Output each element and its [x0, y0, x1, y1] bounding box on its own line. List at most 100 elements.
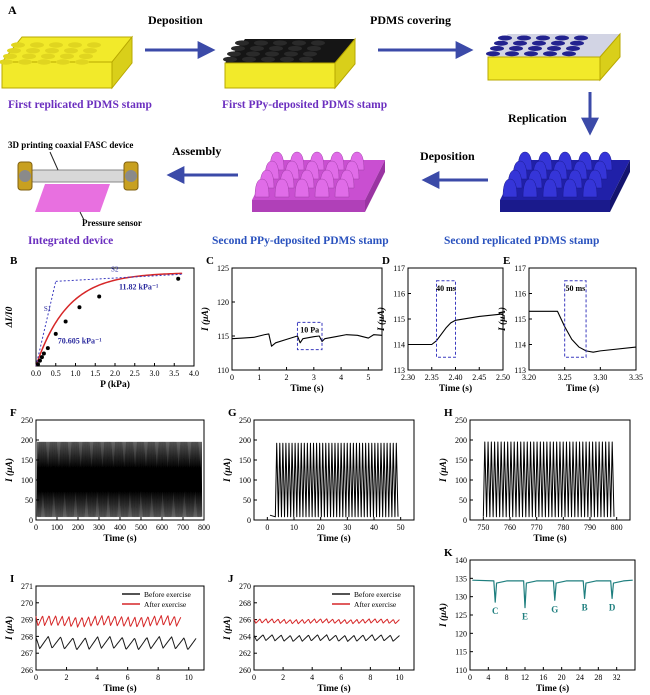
y-tick-label: 135 — [455, 574, 467, 583]
sensitivity-low-label: 11.82 kPa⁻¹ — [119, 282, 159, 291]
panel-c: C 0 1 2 3 4 5 110 115 120 125 Time (s) I (μA) 10 Pa — [200, 255, 383, 394]
first-replicated-stamp-illustration — [0, 35, 134, 90]
x-tick-label: 32 — [613, 673, 621, 682]
y-tick-label: 100 — [21, 476, 33, 485]
y-tick-label: 270 — [239, 582, 251, 591]
x-axis-label: Time (s) — [533, 533, 566, 544]
x-tick-label: 2 — [281, 673, 285, 682]
data-point — [37, 358, 42, 363]
s2-label: S2 — [111, 266, 119, 274]
panel-b: B 0.0 0.5 1.0 1.5 2.0 2.5 3.0 3.5 4.0 P (kPa) ΔI/I0… — [5, 255, 199, 390]
dimple — [3, 53, 17, 60]
y-axis-label: ΔI/I0 — [5, 306, 15, 328]
y-tick-label: 125 — [455, 611, 467, 620]
y-axis-label: I (μA) — [222, 458, 233, 483]
dimple — [30, 42, 44, 48]
dimple — [22, 53, 36, 60]
x-tick-label: 0 — [230, 373, 234, 382]
x-tick-label: 50 — [397, 523, 405, 532]
y-tick-label: 115 — [514, 315, 526, 324]
dimple — [37, 59, 51, 65]
y-tick-label: 262 — [239, 649, 251, 658]
y-tick-label: 140 — [455, 556, 467, 565]
dimple — [284, 51, 298, 57]
dimple — [56, 59, 70, 65]
tangent-s1 — [35, 281, 57, 367]
panel-letter-i: I — [10, 573, 14, 585]
dimple — [543, 51, 557, 57]
x-axis-label: Time (s) — [103, 533, 136, 544]
bump — [522, 178, 538, 198]
dimple — [292, 40, 306, 46]
plot-frame — [469, 419, 631, 521]
y-tick-label: 117 — [514, 264, 526, 273]
step-pdms-covering: PDMS covering — [370, 13, 451, 27]
label-second-replicated: Second replicated PDMS stamp — [444, 235, 599, 247]
second-replicated-stamp-illustration — [500, 151, 630, 212]
plot-frame — [231, 267, 383, 371]
x-tick-label: 600 — [156, 523, 168, 532]
label-fasc-device: 3D printing coaxial FASC device — [8, 140, 133, 150]
dimple — [26, 47, 40, 54]
dimple — [494, 40, 508, 46]
y-axis-label: I (μA) — [200, 307, 211, 332]
dimple — [87, 42, 101, 48]
step-deposition-1: Deposition — [148, 13, 203, 27]
y-axis-label: I (μA) — [222, 616, 233, 641]
label-pressure-sensor: Pressure sensor — [82, 218, 142, 228]
y-tick-label: 250 — [455, 416, 467, 425]
dimple — [299, 56, 313, 62]
x-tick-label: 8 — [505, 673, 509, 682]
annotation-label: 50 ms — [565, 284, 585, 293]
panel-g: G 0 10 20 30 40 50 0 50 100 150 200 250 Time (s) I (μA… — [222, 407, 415, 544]
data-point — [45, 346, 50, 351]
x-tick-label: 3.0 — [150, 369, 160, 378]
panel-a: A First replicated PDMS stamp Deposition… — [0, 3, 630, 247]
bump — [294, 178, 310, 198]
y-tick-label: 130 — [455, 593, 467, 602]
dimple — [231, 45, 245, 52]
y-tick-label: 268 — [21, 632, 33, 641]
dimple — [18, 59, 32, 65]
integrated-device-illustration — [17, 151, 139, 221]
y-tick-label: 250 — [21, 416, 33, 425]
cycling-trace — [269, 442, 399, 518]
panel-letter-b: B — [10, 255, 18, 267]
x-tick-label: 750 — [477, 523, 489, 532]
dimple — [551, 40, 565, 46]
y-tick-label: 0 — [29, 516, 33, 525]
x-tick-label: 780 — [557, 523, 569, 532]
panel-k: K 0 4 8 12 16 20 24 28 32 110 115 120 125 130 135 140 Tim… — [438, 547, 636, 694]
panel-letter-h: H — [444, 407, 453, 419]
x-tick-label: 3.20 — [522, 373, 536, 382]
x-tick-label: 3.5 — [169, 369, 179, 378]
x-tick-label: 800 — [611, 523, 623, 532]
dimple — [7, 47, 21, 54]
x-tick-label: 5 — [366, 373, 370, 382]
y-tick-label: 260 — [239, 666, 251, 675]
dimple — [528, 46, 542, 51]
x-tick-label: 0 — [265, 523, 269, 532]
x-tick-label: 20 — [558, 673, 566, 682]
dimple — [532, 40, 546, 46]
legend-label: Before exercise — [354, 590, 402, 599]
y-axis-label: I (μA) — [438, 603, 449, 628]
y-tick-label: 114 — [393, 341, 405, 350]
series-after — [35, 615, 182, 628]
y-axis-label: I (μA) — [376, 307, 387, 332]
dimple — [307, 45, 321, 52]
dimple — [280, 56, 294, 62]
panel-letter-k: K — [444, 547, 453, 559]
x-tick-label: 24 — [576, 673, 584, 682]
x-axis-label: Time (s) — [290, 383, 323, 394]
x-tick-label: 8 — [368, 673, 372, 682]
dimple — [513, 40, 527, 46]
dimple — [250, 45, 264, 52]
highlight-box — [436, 280, 456, 358]
y-tick-label: 250 — [239, 416, 251, 425]
x-tick-label: 40 — [370, 523, 378, 532]
current-trace — [231, 333, 383, 347]
dip-label: G — [551, 604, 558, 614]
panel-letter-a: A — [8, 3, 17, 17]
annotation-label: 10 Pa — [300, 325, 319, 334]
